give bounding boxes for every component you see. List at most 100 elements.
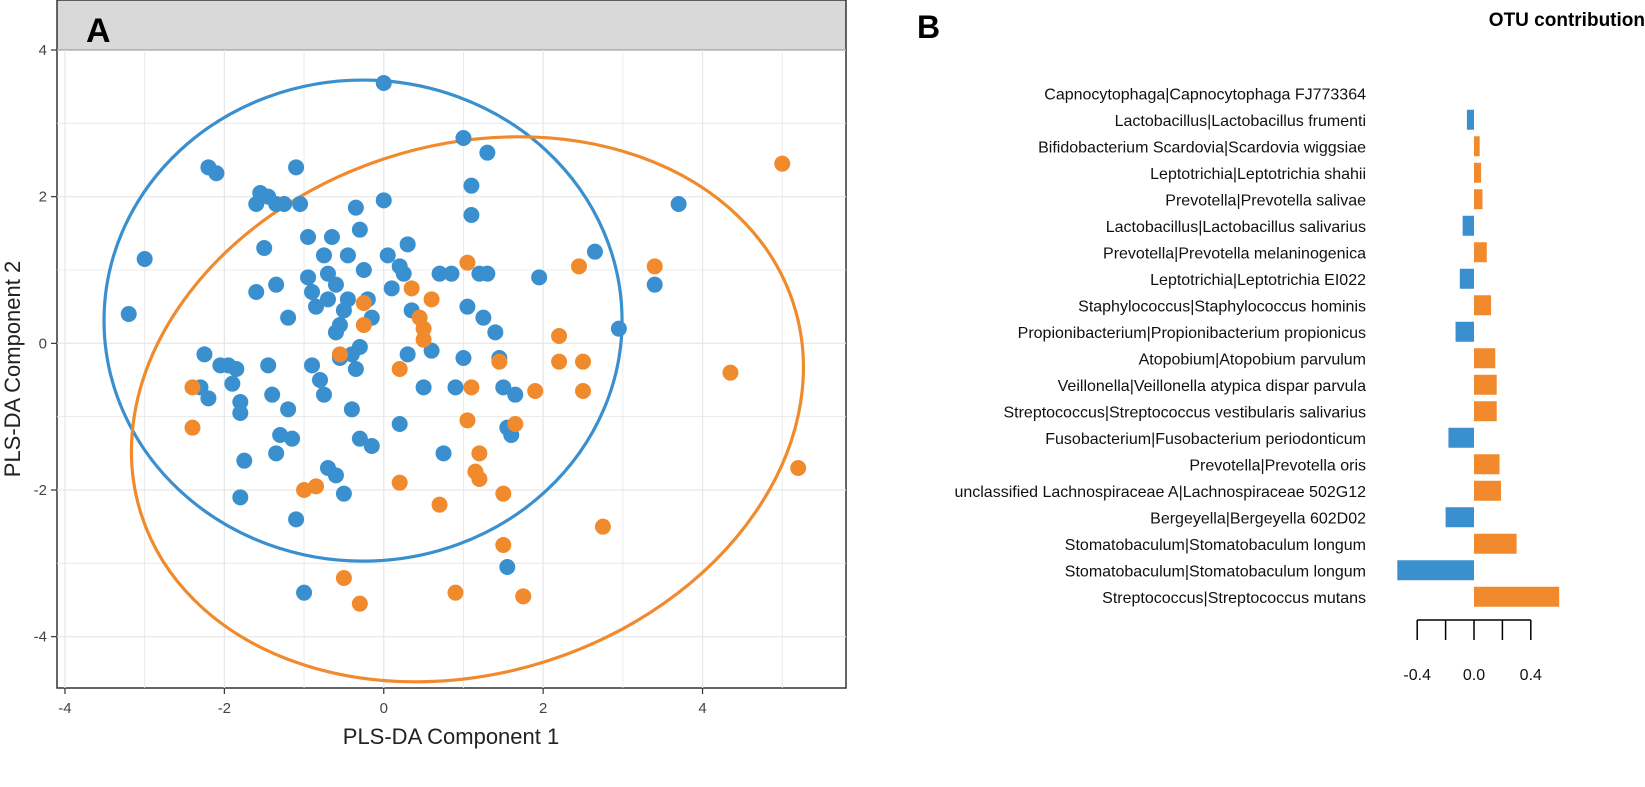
otu-bar (1474, 242, 1487, 263)
group-orange-point (335, 570, 352, 586)
group-blue-point (455, 350, 472, 366)
otu-bar (1445, 507, 1474, 528)
panel-b-title: OTU contribution (1489, 10, 1645, 31)
group-blue-point (260, 357, 277, 374)
group-blue-point (327, 467, 344, 484)
otu-label: Prevotella|Prevotella oris (1189, 457, 1366, 474)
otu-label: Stomatobaculum|Stomatobaculum longum (1065, 537, 1366, 554)
y-tick-label: -2 (34, 482, 47, 499)
group-blue-point (200, 390, 217, 407)
group-orange-point (308, 478, 325, 495)
otu-bar (1462, 215, 1474, 236)
group-blue-point (375, 192, 392, 209)
otu-bar (1474, 480, 1501, 501)
y-tick-label: 0 (39, 335, 47, 352)
otu-bar (1474, 162, 1482, 183)
group-orange-point (184, 419, 201, 436)
group-orange-point (507, 416, 524, 432)
group-blue-point (300, 269, 317, 286)
group-orange-point (355, 317, 372, 333)
otu-label: Bergeyella|Bergeyella 602D02 (1150, 510, 1366, 527)
otu-label: Propionibacterium|Propionibacterium prop… (1018, 325, 1366, 342)
group-blue-point (395, 265, 412, 282)
otu-bar (1466, 109, 1474, 130)
group-blue-point (315, 247, 332, 264)
group-blue-point (463, 207, 480, 223)
group-blue-point (276, 196, 293, 212)
otu-label: Lactobacillus|Lactobacillus salivarius (1106, 219, 1366, 236)
group-orange-point (594, 518, 611, 535)
group-orange-point (551, 353, 568, 370)
group-orange-point (646, 258, 663, 275)
x-tick-label: -4 (58, 700, 71, 717)
group-blue-point (391, 416, 408, 432)
group-orange-point (463, 379, 480, 396)
group-orange-point (355, 295, 372, 311)
group-blue-point (120, 306, 137, 322)
group-orange-point (575, 353, 591, 370)
panel-b-axis: -0.4 0.0 0.4 (1403, 619, 1542, 684)
panel-a-axes: -4 -2 0 2 4 -4 -2 0 2 4 (34, 42, 707, 717)
group-orange-point (391, 474, 408, 491)
b-axis-tick-label: 0.0 (1463, 667, 1485, 684)
group-blue-point (236, 452, 253, 469)
group-orange-point (459, 254, 476, 271)
group-blue-point (232, 394, 249, 410)
group-blue-point (300, 229, 317, 245)
group-blue-point (339, 291, 356, 308)
group-orange-point (415, 320, 432, 337)
otu-label: Prevotella|Prevotella melaninogenica (1103, 245, 1366, 262)
group-blue-point (507, 386, 524, 403)
otu-bar (1474, 586, 1560, 607)
group-blue-point (280, 309, 297, 326)
group-orange-point (575, 383, 591, 399)
group-blue-point (327, 276, 344, 293)
otu-label: Streptococcus|Streptococcus vestibularis… (1003, 404, 1366, 421)
group-blue-point (335, 485, 352, 502)
group-orange-point (551, 328, 568, 344)
group-blue-point (196, 346, 213, 363)
group-blue-point (280, 401, 297, 418)
group-blue-point (355, 262, 372, 278)
otu-label: Fusobacterium|Fusobacterium periodonticu… (1045, 431, 1366, 448)
group-blue-point (586, 243, 603, 260)
otu-bar (1397, 560, 1474, 581)
panel-b-bars (1397, 109, 1560, 607)
group-orange-point (331, 346, 348, 363)
group-orange-point (491, 353, 508, 370)
group-blue-point (315, 386, 332, 403)
group-blue-point (487, 324, 504, 341)
panel-b-label: B (917, 9, 940, 45)
otu-bar (1474, 454, 1500, 475)
otu-bar (1474, 401, 1497, 422)
otu-label: Lactobacillus|Lactobacillus frumenti (1115, 113, 1366, 130)
otu-label: Capnocytophaga|Capnocytophaga FJ773364 (1044, 86, 1366, 103)
otu-label: Stomatobaculum|Stomatobaculum longum (1065, 563, 1366, 580)
group-orange-point (351, 595, 368, 612)
group-blue-point (415, 379, 432, 396)
y-tick-label: -4 (34, 629, 47, 646)
group-blue-ellipse (102, 78, 624, 563)
group-blue-point (232, 489, 249, 506)
group-orange-point (415, 331, 432, 348)
group-orange-point (471, 445, 488, 462)
y-tick-label: 2 (39, 189, 47, 206)
group-blue-point (399, 236, 416, 253)
y-axis-label: PLS-DA Component 2 (0, 261, 25, 477)
otu-bar (1448, 427, 1474, 448)
group-blue-point (296, 584, 313, 601)
b-axis-tick-label: 0.4 (1520, 667, 1542, 684)
group-orange-point (495, 485, 512, 502)
group-blue-point (447, 379, 464, 396)
group-blue-point (312, 372, 328, 388)
group-orange-point (459, 412, 476, 429)
group-blue-point (319, 291, 336, 308)
group-blue-point (351, 221, 368, 238)
x-tick-label: 0 (380, 700, 388, 717)
panel-a-ellipses (102, 78, 806, 684)
group-blue-point (228, 361, 245, 377)
group-blue-point (351, 430, 368, 447)
group-blue-point (435, 445, 452, 462)
otu-label: Streptococcus|Streptococcus mutans (1102, 590, 1366, 607)
